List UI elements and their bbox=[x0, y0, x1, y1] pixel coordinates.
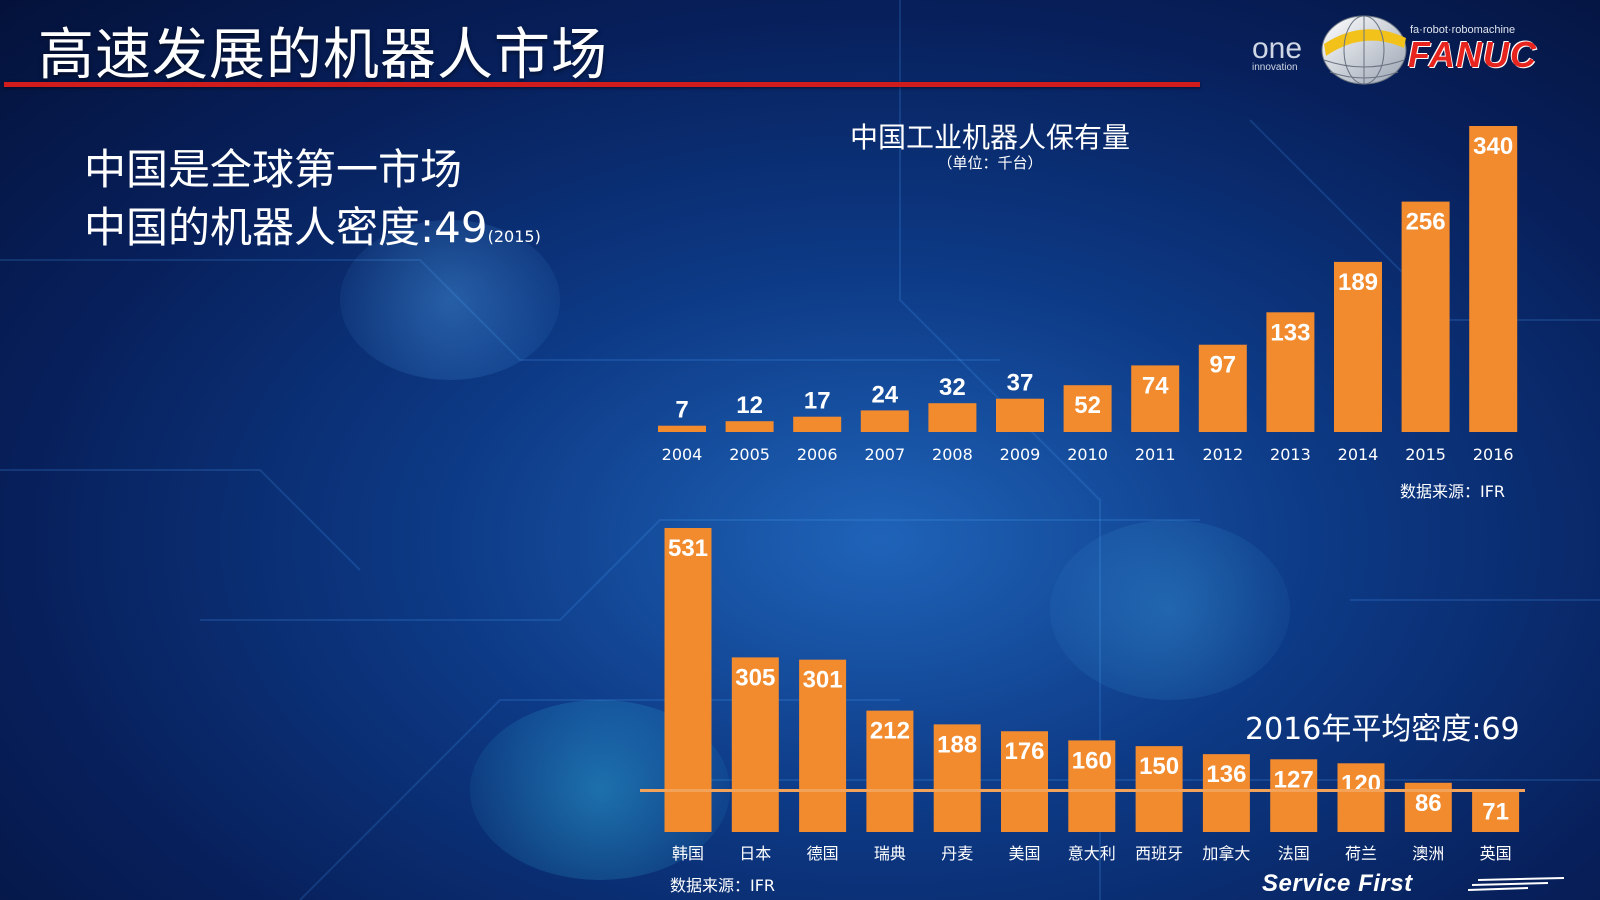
bar bbox=[1198, 344, 1247, 432]
tick-label: 意大利 bbox=[1068, 844, 1116, 863]
tick-label: 丹麦 bbox=[941, 844, 973, 863]
chart-2-reference-label: 2016年平均密度:69 bbox=[1245, 712, 1520, 747]
chart-2-source: 数据来源：IFR bbox=[670, 876, 776, 895]
bar bbox=[996, 398, 1044, 432]
data-label: 17 bbox=[804, 388, 831, 415]
bar bbox=[658, 425, 706, 432]
data-label: 12 bbox=[736, 392, 763, 419]
data-label: 97 bbox=[1209, 352, 1236, 379]
data-label: 71 bbox=[1482, 798, 1509, 825]
bar bbox=[1063, 385, 1112, 432]
data-label: 136 bbox=[1206, 761, 1246, 788]
bar bbox=[1202, 754, 1250, 832]
data-label: 7 bbox=[675, 397, 688, 424]
tick-label: 2004 bbox=[662, 445, 703, 464]
service-first-slogan: Service First bbox=[1262, 870, 1413, 897]
bar bbox=[866, 710, 914, 832]
tick-label: 2008 bbox=[932, 445, 973, 464]
data-label: 301 bbox=[803, 667, 843, 694]
chart-1-subtitle: （单位：千台） bbox=[937, 154, 1043, 172]
tick-label: 澳洲 bbox=[1412, 844, 1444, 863]
headline-market: 中国是全球第一市场 bbox=[84, 145, 463, 194]
data-label: 189 bbox=[1338, 269, 1378, 296]
tick-label: 2010 bbox=[1067, 445, 1108, 464]
tick-label: 德国 bbox=[807, 844, 839, 863]
slide-title: 高速发展的机器人市场 bbox=[38, 23, 608, 88]
tick-label: 2015 bbox=[1405, 445, 1446, 464]
tick-label: 韩国 bbox=[672, 844, 704, 863]
headline-density: 中国的机器人密度:49(2015) bbox=[84, 194, 541, 255]
tick-label: 2014 bbox=[1338, 445, 1379, 464]
bar bbox=[1270, 759, 1318, 832]
bar bbox=[928, 403, 977, 432]
data-label: 256 bbox=[1406, 209, 1446, 236]
bar bbox=[1266, 312, 1315, 432]
tick-label: 2013 bbox=[1270, 445, 1311, 464]
bar bbox=[1068, 740, 1116, 832]
bar bbox=[1001, 731, 1048, 832]
bar bbox=[725, 421, 774, 432]
speed-lines-icon bbox=[1468, 877, 1565, 891]
data-label: 32 bbox=[939, 374, 966, 401]
bar bbox=[1131, 365, 1180, 432]
data-label: 24 bbox=[871, 381, 898, 408]
headline-density-text: 中国的机器人密度:49 bbox=[84, 203, 488, 252]
bar bbox=[799, 659, 847, 832]
data-label: 127 bbox=[1274, 766, 1314, 793]
bar bbox=[1334, 261, 1382, 432]
data-label: 74 bbox=[1142, 372, 1169, 399]
data-label: 150 bbox=[1139, 753, 1179, 780]
tick-label: 日本 bbox=[739, 844, 771, 863]
data-label: 86 bbox=[1415, 790, 1442, 817]
tick-label: 西班牙 bbox=[1135, 844, 1183, 863]
bar bbox=[1401, 201, 1450, 432]
tick-label: 2012 bbox=[1202, 445, 1243, 464]
bar bbox=[1469, 126, 1518, 432]
globe-icon bbox=[1321, 15, 1407, 85]
tick-label: 2005 bbox=[729, 445, 770, 464]
tick-label: 2006 bbox=[797, 445, 838, 464]
data-label: 37 bbox=[1007, 370, 1034, 397]
data-label: 52 bbox=[1074, 392, 1101, 419]
fanuc-logo: one innovation fa·robot·robomachine FANU… bbox=[1248, 14, 1570, 86]
bar bbox=[664, 528, 712, 832]
tick-label: 荷兰 bbox=[1345, 844, 1377, 863]
logo-tagline: fa·robot·robomachine bbox=[1410, 24, 1516, 36]
bar bbox=[933, 724, 981, 832]
tick-label: 瑞典 bbox=[874, 844, 906, 863]
bar bbox=[793, 416, 842, 432]
bar bbox=[860, 410, 909, 432]
bar bbox=[731, 657, 779, 832]
data-label: 531 bbox=[668, 535, 708, 562]
data-label: 176 bbox=[1004, 738, 1044, 765]
data-label: 133 bbox=[1270, 319, 1310, 346]
data-label: 212 bbox=[870, 718, 910, 745]
tick-label: 2007 bbox=[864, 445, 905, 464]
tick-label: 2009 bbox=[1000, 445, 1041, 464]
data-label: 188 bbox=[937, 731, 977, 758]
tick-label: 英国 bbox=[1480, 844, 1512, 863]
logo-brand: FANUC bbox=[1408, 34, 1537, 75]
tick-label: 法国 bbox=[1278, 844, 1310, 863]
data-label: 340 bbox=[1473, 133, 1513, 160]
chart-1-title: 中国工业机器人保有量 bbox=[849, 121, 1130, 154]
data-label: 160 bbox=[1072, 747, 1112, 774]
chart-1-source: 数据来源：IFR bbox=[1400, 482, 1506, 501]
data-label: 305 bbox=[735, 664, 775, 691]
bar bbox=[1337, 763, 1385, 832]
title-underline bbox=[4, 82, 1200, 87]
logo-one-text: one bbox=[1252, 32, 1303, 65]
data-label: 120 bbox=[1341, 770, 1381, 797]
tick-label: 2011 bbox=[1135, 445, 1176, 464]
logo-innovation-text: innovation bbox=[1252, 62, 1298, 73]
tick-label: 美国 bbox=[1008, 844, 1040, 863]
tick-label: 2016 bbox=[1473, 445, 1514, 464]
headline-density-year: (2015) bbox=[487, 227, 541, 246]
tick-label: 加拿大 bbox=[1202, 844, 1250, 863]
bar bbox=[1472, 791, 1520, 832]
